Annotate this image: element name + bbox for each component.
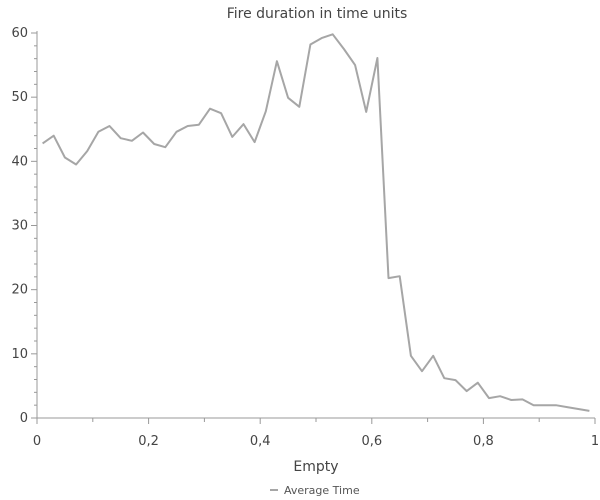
data-point: [152, 142, 157, 147]
data-point: [107, 124, 112, 129]
data-point: [375, 56, 380, 61]
data-point: [74, 162, 79, 167]
data-point: [353, 63, 358, 68]
y-tick-label: 40: [11, 154, 28, 169]
chart-title: Fire duration in time units: [227, 6, 408, 22]
x-tick-label: 0,6: [361, 434, 382, 449]
data-point: [553, 403, 558, 408]
y-tick-label: 30: [11, 219, 28, 234]
x-tick-label: 0,2: [138, 434, 159, 449]
y-tick-label: 60: [11, 26, 28, 41]
data-point: [587, 408, 592, 413]
data-point: [51, 133, 56, 138]
x-axis: 0 0,2 0,4 0,6 0,8 1: [33, 417, 599, 449]
x-tick-label: 1: [591, 434, 599, 449]
data-point: [129, 138, 134, 143]
data-point: [431, 353, 436, 358]
data-point: [263, 109, 268, 114]
data-point: [174, 129, 179, 134]
data-point: [118, 136, 123, 141]
data-point: [274, 59, 279, 64]
data-point: [520, 397, 525, 402]
data-point: [475, 380, 480, 385]
data-point: [486, 396, 491, 401]
legend-label: Average Time: [284, 484, 360, 497]
data-point: [319, 36, 324, 41]
y-axis: 0 10 20 30 40 50 60: [11, 26, 38, 426]
x-tick-label: 0: [33, 434, 41, 449]
data-point: [576, 407, 581, 412]
legend: Average Time: [270, 484, 360, 497]
data-point: [207, 106, 212, 111]
data-point: [386, 276, 391, 281]
data-point: [408, 353, 413, 358]
data-point: [286, 95, 291, 100]
x-tick-label: 0,4: [250, 434, 271, 449]
data-point: [498, 394, 503, 399]
data-point: [442, 376, 447, 381]
y-tick-label: 20: [11, 283, 28, 298]
x-tick-label: 0,8: [473, 434, 494, 449]
series-line-0: [42, 33, 590, 412]
data-point: [509, 398, 514, 403]
data-point: [531, 403, 536, 408]
data-point: [230, 134, 235, 139]
data-point: [85, 149, 90, 154]
data-point: [141, 130, 146, 135]
x-axis-title: Empty: [293, 459, 338, 475]
y-tick-label: 50: [11, 90, 28, 105]
data-point: [565, 405, 570, 410]
data-point: [40, 141, 45, 146]
data-point: [185, 124, 190, 129]
data-point: [420, 369, 425, 374]
data-point: [241, 122, 246, 127]
y-tick-label: 0: [20, 411, 28, 426]
data-point: [163, 145, 168, 150]
data-point: [364, 109, 369, 114]
series-layer: [40, 32, 592, 413]
data-point: [62, 155, 67, 160]
data-point: [308, 42, 313, 47]
data-point: [252, 140, 257, 145]
data-point: [453, 378, 458, 383]
data-point: [96, 129, 101, 134]
data-point: [542, 403, 547, 408]
data-point: [464, 389, 469, 394]
data-point: [297, 104, 302, 109]
data-point: [341, 47, 346, 52]
y-tick-label: 10: [11, 347, 28, 362]
data-point: [397, 274, 402, 279]
data-point: [219, 111, 224, 116]
data-point: [330, 32, 335, 37]
data-point: [196, 122, 201, 127]
